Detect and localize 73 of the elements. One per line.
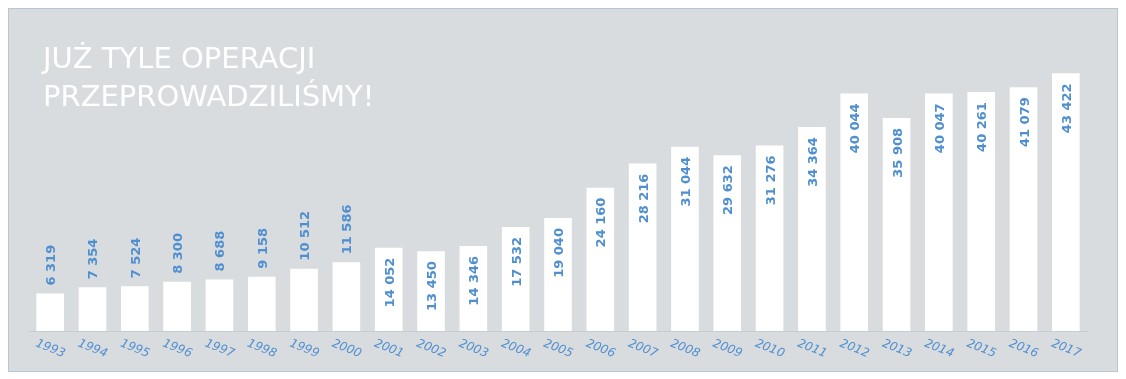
x-tick-label: 1993 bbox=[33, 335, 68, 361]
x-tick-label: 2003 bbox=[457, 335, 491, 361]
bar bbox=[544, 218, 572, 331]
data-label: 28 216 bbox=[635, 173, 651, 224]
data-label: 14 346 bbox=[466, 255, 482, 306]
bar bbox=[36, 293, 64, 331]
bar bbox=[163, 281, 191, 331]
data-label: 31 276 bbox=[762, 155, 778, 206]
data-label: 8 300 bbox=[170, 233, 186, 274]
data-label: 40 047 bbox=[931, 103, 947, 154]
x-tick-label: 1996 bbox=[160, 335, 195, 361]
bar bbox=[332, 262, 361, 331]
x-tick-label: 1997 bbox=[203, 335, 238, 361]
x-tick-label: 2006 bbox=[584, 335, 618, 361]
bar bbox=[628, 163, 657, 331]
x-tick-label: 2017 bbox=[1049, 335, 1084, 361]
bar bbox=[882, 117, 911, 331]
bar bbox=[1009, 87, 1038, 331]
data-label: 8 688 bbox=[212, 230, 228, 272]
data-label: 40 261 bbox=[974, 102, 990, 152]
x-tick-label: 1994 bbox=[76, 335, 110, 361]
x-tick-label: 2008 bbox=[668, 335, 703, 361]
data-label: 7 524 bbox=[127, 237, 143, 279]
data-label: 19 040 bbox=[551, 228, 566, 278]
data-label: 9 158 bbox=[254, 227, 270, 269]
bar bbox=[925, 93, 953, 331]
x-tick-label: 2010 bbox=[753, 335, 788, 361]
data-label: 35 908 bbox=[889, 127, 905, 178]
data-label: 13 450 bbox=[424, 261, 440, 311]
data-label: 40 044 bbox=[847, 103, 863, 154]
bar bbox=[798, 127, 826, 331]
bar bbox=[967, 92, 996, 331]
x-tick-label: 2004 bbox=[499, 335, 533, 361]
bar bbox=[417, 251, 445, 331]
x-tick-label: 2009 bbox=[710, 335, 745, 361]
bar bbox=[374, 247, 403, 331]
x-tick-label: 2000 bbox=[330, 335, 364, 361]
x-tick-label: 2012 bbox=[837, 335, 872, 361]
x-tick-label: 1998 bbox=[245, 335, 280, 361]
data-label: 24 160 bbox=[593, 197, 609, 248]
data-label: 7 354 bbox=[85, 238, 101, 280]
bar bbox=[78, 287, 107, 331]
bar bbox=[840, 93, 869, 331]
x-tick-label: 2002 bbox=[414, 335, 449, 361]
x-tick-label: 2011 bbox=[795, 335, 830, 361]
x-tick-label: 2007 bbox=[626, 335, 661, 361]
bar bbox=[290, 268, 318, 331]
data-label: 14 052 bbox=[381, 257, 397, 308]
data-label: 17 532 bbox=[508, 236, 524, 287]
bar bbox=[120, 286, 149, 331]
bar bbox=[713, 155, 742, 331]
bar bbox=[247, 276, 276, 331]
x-tick-label: 2001 bbox=[372, 335, 406, 361]
x-tick-label: 2013 bbox=[880, 335, 914, 361]
bar bbox=[1052, 73, 1080, 331]
bar bbox=[671, 146, 699, 331]
data-label: 11 586 bbox=[339, 204, 355, 255]
bar bbox=[586, 187, 615, 331]
data-label: 10 512 bbox=[297, 210, 313, 261]
x-tick-label: 2015 bbox=[964, 335, 999, 361]
bar bbox=[205, 279, 234, 331]
x-tick-label: 2014 bbox=[922, 335, 957, 361]
x-tick-label: 2005 bbox=[541, 335, 576, 361]
data-label: 31 044 bbox=[677, 156, 693, 207]
bar bbox=[755, 145, 784, 331]
data-label: 34 364 bbox=[804, 137, 820, 187]
x-tick-label: 2016 bbox=[1007, 335, 1042, 361]
data-label: 29 632 bbox=[720, 165, 736, 215]
x-tick-label: 1999 bbox=[287, 335, 322, 361]
x-tick-label: 1995 bbox=[118, 335, 153, 361]
data-label: 43 422 bbox=[1058, 83, 1074, 134]
data-label: 41 079 bbox=[1016, 97, 1032, 148]
data-label: 6 319 bbox=[43, 244, 59, 286]
